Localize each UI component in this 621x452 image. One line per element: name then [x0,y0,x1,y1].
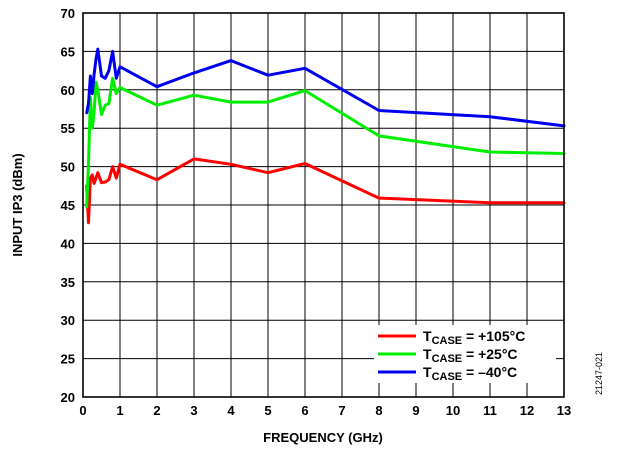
x-tick-label: 7 [338,403,345,418]
legend-label-2: TCASE = –40°C [423,364,517,383]
x-tick-label: 12 [520,403,534,418]
legend-label-value: = +105°C [462,328,525,344]
x-tick-label: 10 [446,403,460,418]
x-tick-label: 13 [557,403,571,418]
y-tick-label: 30 [61,313,75,328]
y-tick-label: 35 [61,275,75,290]
x-tick-label: 4 [227,403,235,418]
legend-label-prefix: T [423,364,432,380]
legend-label-sub: CASE [432,371,463,383]
x-tick-label: 2 [153,403,160,418]
legend-label-sub: CASE [432,353,463,365]
legend-label-prefix: T [423,346,432,362]
x-tick-label: 5 [264,403,271,418]
legend-label-sub: CASE [432,335,463,347]
x-tick-label: 1 [116,403,123,418]
y-tick-label: 55 [61,121,75,136]
legend-label-prefix: T [423,328,432,344]
x-tick-label: 6 [301,403,308,418]
figure-id: 21247-021 [594,352,604,395]
x-tick-label: 0 [79,403,86,418]
legend-label-1: TCASE = +25°C [423,346,518,365]
y-axis-label: INPUT IP3 (dBm) [10,153,25,256]
y-tick-label: 50 [61,160,75,175]
legend-label-value: = –40°C [462,364,517,380]
series-line-1 [85,76,566,208]
x-tick-label: 9 [412,403,419,418]
x-axis-label: FREQUENCY (GHz) [263,430,383,445]
y-tick-label: 60 [61,83,75,98]
y-tick-label: 70 [61,6,75,21]
series-line-0 [85,157,566,225]
x-tick-label: 3 [190,403,197,418]
y-tick-label: 40 [61,236,75,251]
x-tick-label: 8 [375,403,382,418]
y-tick-label: 20 [61,390,75,405]
legend-label-value: = +25°C [462,346,517,362]
series-lines [85,47,566,225]
series-line-2 [85,47,566,128]
y-tick-labels: 20 25 30 35 40 45 50 55 60 65 70 [61,6,75,405]
plot-frame [82,12,565,398]
y-tick-label: 65 [61,44,75,59]
y-tick-label: 45 [61,198,75,213]
x-tick-label: 11 [483,403,497,418]
y-tick-label: 25 [61,352,75,367]
legend-label-0: TCASE = +105°C [423,328,525,347]
x-tick-labels: 0 1 2 3 4 5 6 7 8 9 10 11 12 13 [79,403,571,418]
